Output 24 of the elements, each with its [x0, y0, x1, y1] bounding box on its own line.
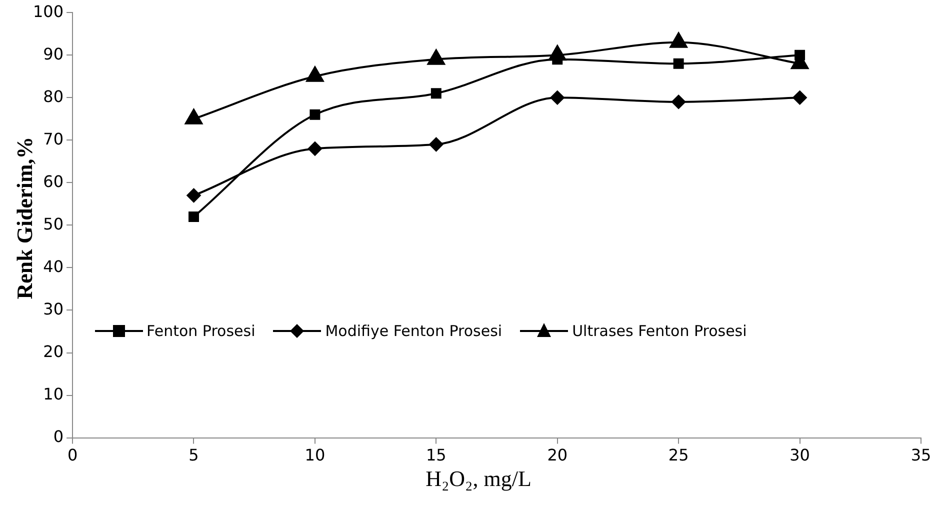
y-tick-label: 60 [43, 172, 64, 191]
x-tick-label: 0 [67, 446, 78, 465]
x-tick-label: 25 [668, 446, 689, 465]
y-tick-label: 40 [43, 256, 64, 276]
x-axis-title: H₂O₂, mg/L [426, 466, 532, 492]
y-tick-label: 10 [43, 384, 64, 404]
x-tick-label: 10 [304, 446, 326, 465]
x-tick-label: 5 [188, 446, 199, 465]
x-tick-label: 20 [547, 446, 568, 465]
y-tick-label: 0 [53, 426, 64, 446]
y-tick-label: 80 [43, 86, 64, 106]
y-axis-title: Renk Giderim,% [12, 136, 38, 302]
y-tick-label: 70 [43, 129, 64, 148]
y-tick-label: 50 [43, 214, 64, 234]
legend-label: Ultrases Fenton Prosesi [572, 322, 747, 340]
legend-label: Modifiye Fenton Prosesi [325, 322, 502, 340]
y-tick-label: 20 [43, 342, 64, 361]
y-tick-label: 90 [43, 44, 64, 64]
y-tick-label: 30 [43, 299, 64, 318]
x-tick-label: 15 [426, 446, 446, 465]
y-tick-label: 100 [32, 2, 64, 21]
x-tick-label: 35 [910, 446, 932, 465]
x-tick-label: 30 [790, 446, 810, 465]
legend-label: Fenton Prosesi [146, 322, 256, 340]
